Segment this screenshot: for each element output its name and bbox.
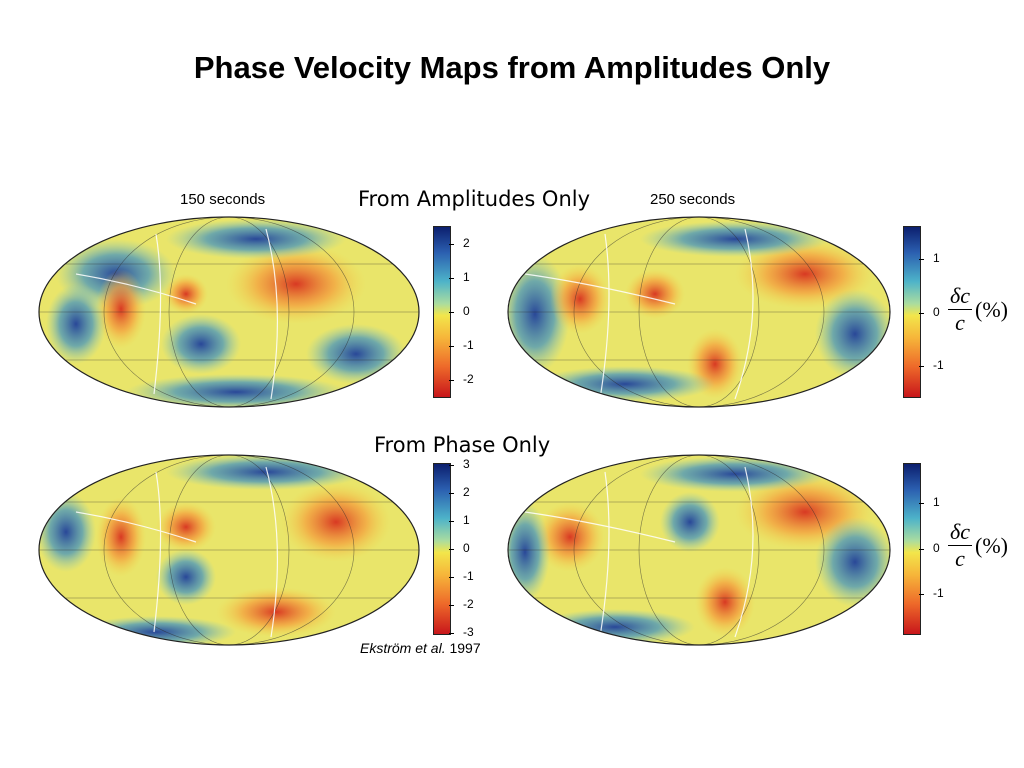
colorbar-amplitudes-150s: 2 1 0 -1 -2 — [433, 226, 493, 398]
unit-numerator: δc — [948, 283, 972, 310]
colorbar-tick: -1 — [449, 338, 474, 352]
colorbar-tick: 2 — [449, 236, 470, 250]
colorbar-tick: -2 — [449, 372, 474, 386]
map-amplitudes-250s — [507, 216, 891, 408]
map-phase-150s — [38, 454, 420, 646]
unit-denominator: c — [955, 546, 965, 571]
unit-denominator: c — [955, 310, 965, 335]
section-label-amplitudes: From Amplitudes Only — [358, 187, 591, 211]
colorbar-tick: -2 — [449, 597, 474, 611]
colorbar-tick: 1 — [449, 270, 470, 284]
map-phase-250s — [507, 454, 891, 646]
colorbar-tick: -1 — [919, 586, 944, 600]
colorbar-amplitudes-250s: 1 0 -1 — [903, 226, 963, 398]
citation: Ekström et al. 1997 — [360, 640, 481, 656]
section-label-phase: From Phase Only — [374, 433, 551, 457]
unit-numerator: δc — [948, 519, 972, 546]
colorbar-tick: 1 — [449, 513, 470, 527]
colorbar-tick: 0 — [449, 304, 470, 318]
map-amplitudes-150s — [38, 216, 420, 408]
colorbar-phase-150s: 3 2 1 0 -1 -2 -3 — [433, 457, 493, 639]
colorbar-tick: 1 — [919, 251, 940, 265]
period-label-150: 150 seconds — [180, 191, 266, 208]
colorbar-phase-250s: 1 0 -1 — [903, 463, 963, 635]
colorbar-tick: 0 — [919, 305, 940, 319]
period-label-250: 250 seconds — [650, 191, 736, 208]
colorbar-tick: 1 — [919, 495, 940, 509]
colorbar-tick: 3 — [449, 457, 470, 471]
citation-authors: Ekström et al. — [360, 640, 446, 656]
citation-year: 1997 — [449, 640, 481, 656]
colorbar-tick: -1 — [919, 358, 944, 372]
unit-label-bottom: δc c (%) — [948, 519, 1008, 572]
slide-title: Phase Velocity Maps from Amplitudes Only — [193, 50, 831, 85]
unit-suffix: (%) — [975, 296, 1008, 322]
colorbar-tick: 0 — [919, 541, 940, 555]
colorbar-tick: -1 — [449, 569, 474, 583]
unit-label-top: δc c (%) — [948, 283, 1008, 336]
colorbar-tick: -3 — [449, 625, 474, 639]
unit-suffix: (%) — [975, 532, 1008, 558]
colorbar-tick: 0 — [449, 541, 470, 555]
colorbar-tick: 2 — [449, 485, 470, 499]
